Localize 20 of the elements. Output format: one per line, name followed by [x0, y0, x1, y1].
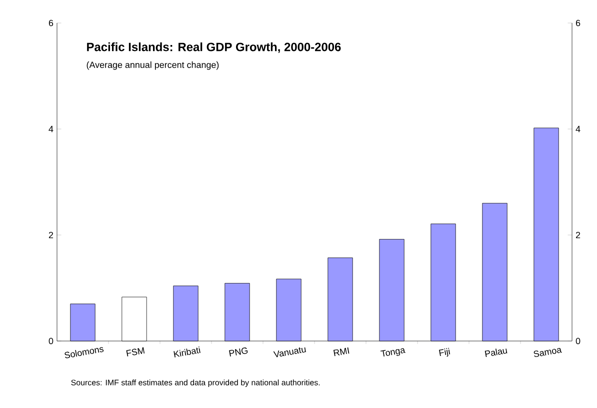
x-tick-label: Fiji — [439, 348, 450, 357]
x-tick-label: Palau — [484, 348, 508, 357]
x-tick-label: Tonga — [380, 348, 406, 357]
y2-tick-label: 4 — [48, 126, 54, 132]
y-tick-label: 6 — [576, 20, 580, 26]
x-tick-label: RMI — [333, 347, 350, 356]
y-tick-label: 0 — [576, 338, 580, 344]
y2-tick-label: 6 — [48, 20, 54, 26]
x-tick-label: Solomons — [64, 347, 104, 358]
x-tick-label: Vanuatu — [273, 347, 306, 358]
text: (Average annual percent change) — [86, 61, 219, 70]
y-tick-label: 2 — [576, 232, 580, 238]
y2-tick-label: 2 — [48, 232, 54, 238]
x-tick-label: PNG — [229, 348, 248, 356]
x-tick-label: Kiribati — [174, 346, 200, 358]
y2-tick-label: 0 — [48, 338, 54, 344]
y-tick-label: 4 — [576, 126, 580, 132]
text: Pacific Islands: Real GDP Growth, 2000-2006 — [87, 42, 341, 53]
x-tick-label: FSM — [126, 347, 145, 356]
x-tick-label: Samoa — [534, 348, 562, 357]
